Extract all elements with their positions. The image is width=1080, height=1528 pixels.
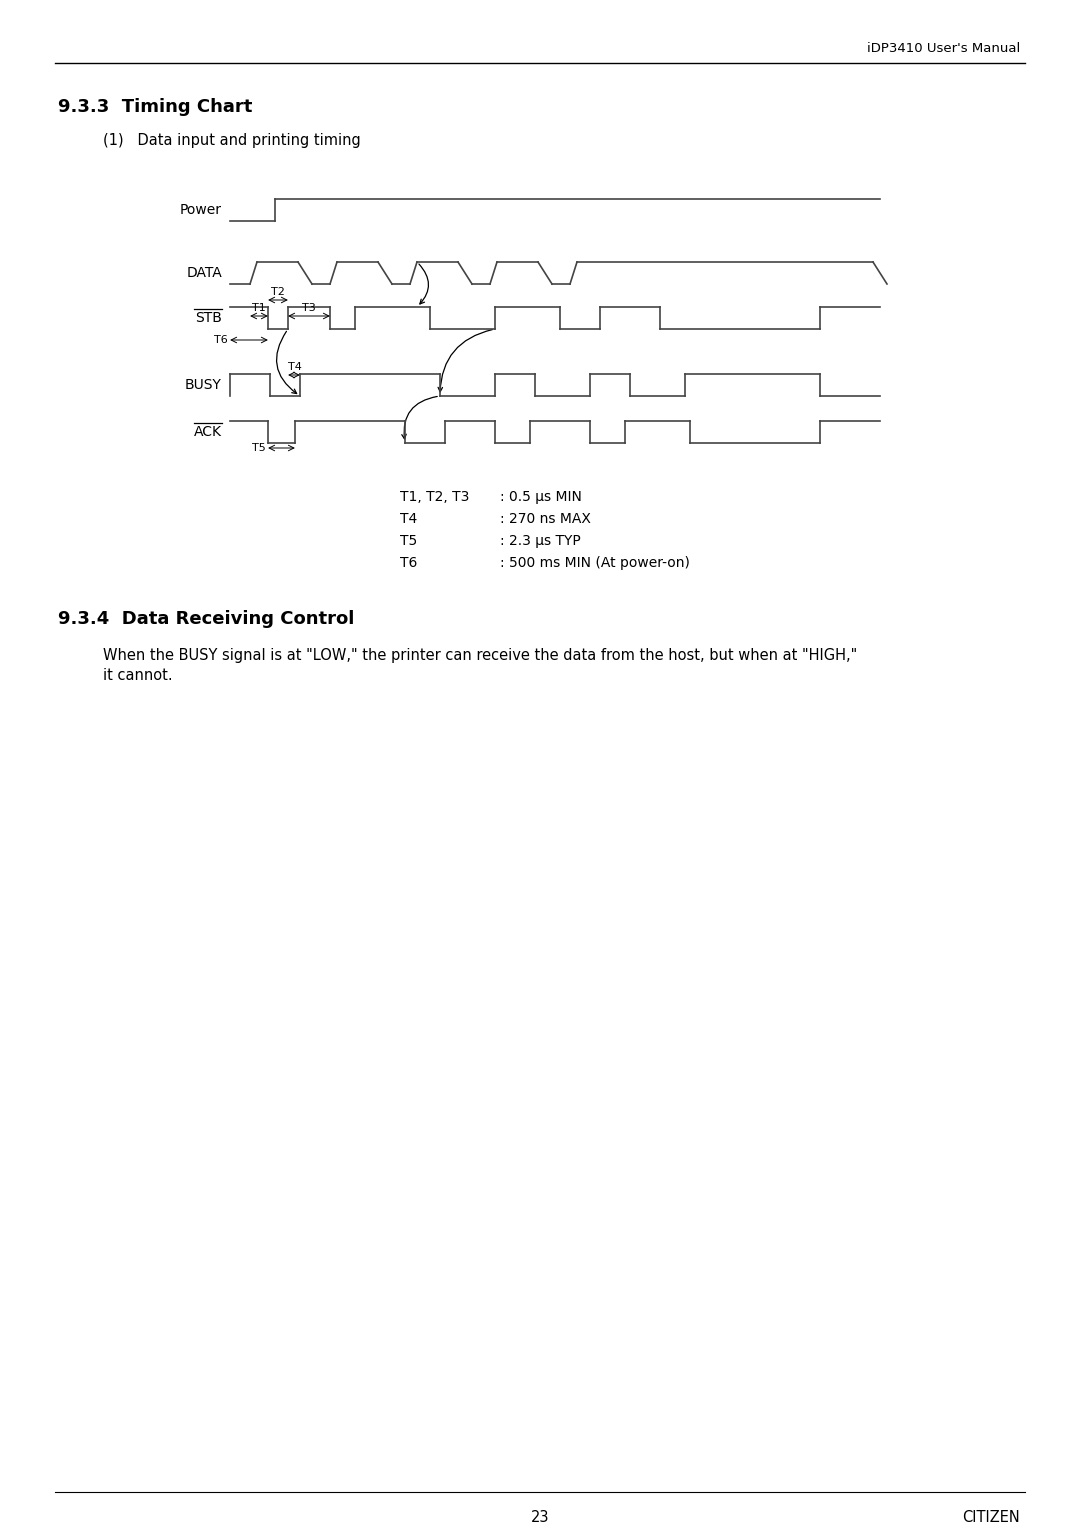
Text: BUSY: BUSY: [185, 377, 222, 393]
Text: T5: T5: [253, 443, 266, 452]
Text: T6: T6: [400, 556, 417, 570]
Text: : 500 ms MIN (At power-on): : 500 ms MIN (At power-on): [500, 556, 690, 570]
Text: T2: T2: [271, 287, 285, 296]
Text: : 2.3 μs TYP: : 2.3 μs TYP: [500, 533, 581, 549]
Text: iDP3410 User's Manual: iDP3410 User's Manual: [867, 41, 1020, 55]
Text: DATA: DATA: [186, 266, 222, 280]
Text: T1: T1: [252, 303, 266, 313]
Text: : 0.5 μs MIN: : 0.5 μs MIN: [500, 490, 582, 504]
FancyArrowPatch shape: [419, 264, 429, 304]
Text: T6: T6: [214, 335, 228, 345]
FancyArrowPatch shape: [402, 396, 437, 439]
FancyArrowPatch shape: [438, 330, 492, 391]
Text: 9.3.3  Timing Chart: 9.3.3 Timing Chart: [58, 98, 253, 116]
Text: 9.3.4  Data Receiving Control: 9.3.4 Data Receiving Control: [58, 610, 354, 628]
Text: T3: T3: [302, 303, 315, 313]
Text: CITIZEN: CITIZEN: [962, 1510, 1020, 1525]
Text: 23: 23: [530, 1510, 550, 1525]
Text: T4: T4: [400, 512, 417, 526]
Text: T1, T2, T3: T1, T2, T3: [400, 490, 470, 504]
Text: When the BUSY signal is at "LOW," the printer can receive the data from the host: When the BUSY signal is at "LOW," the pr…: [103, 648, 858, 663]
FancyArrowPatch shape: [276, 332, 297, 394]
Text: T5: T5: [400, 533, 417, 549]
Text: STB: STB: [195, 312, 222, 325]
Text: (1)   Data input and printing timing: (1) Data input and printing timing: [103, 133, 361, 148]
Text: T4: T4: [288, 362, 302, 371]
Text: : 270 ns MAX: : 270 ns MAX: [500, 512, 591, 526]
Text: ACK: ACK: [194, 425, 222, 439]
Text: it cannot.: it cannot.: [103, 668, 173, 683]
Text: Power: Power: [180, 203, 222, 217]
